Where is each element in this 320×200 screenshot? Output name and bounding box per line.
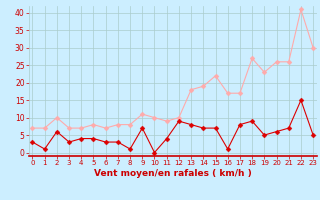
X-axis label: Vent moyen/en rafales ( km/h ): Vent moyen/en rafales ( km/h ): [94, 169, 252, 178]
